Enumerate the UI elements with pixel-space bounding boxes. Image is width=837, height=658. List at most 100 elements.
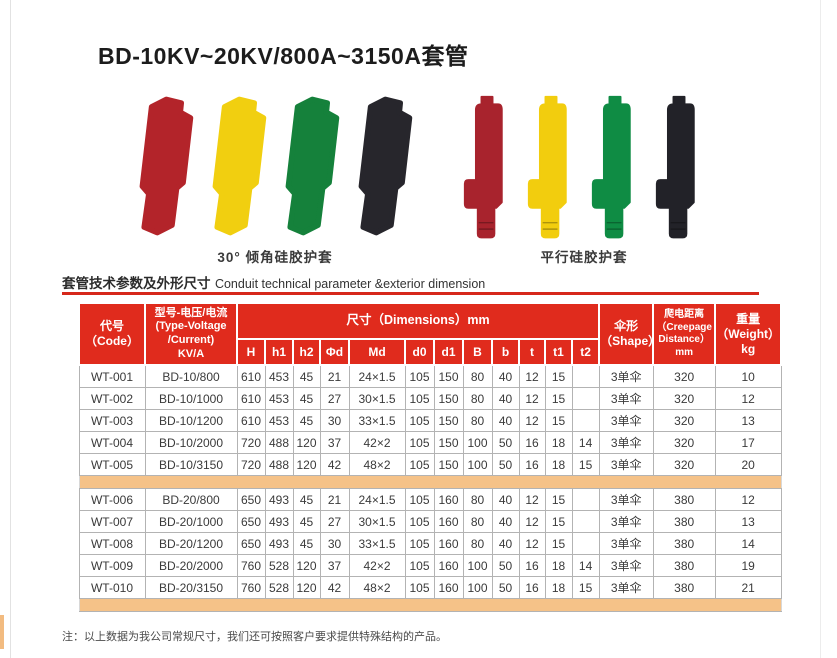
table-cell: 3单伞	[598, 409, 654, 432]
table-cell: 320	[652, 364, 716, 388]
table-cell: 12	[518, 532, 546, 555]
table-cell: 33×1.5	[348, 409, 406, 432]
table-cell: 160	[433, 510, 464, 533]
table-cell: 48×2	[348, 576, 406, 599]
header-dim-h2: h2	[292, 338, 321, 366]
table-cell: 12	[714, 488, 782, 511]
table-cell: 100	[462, 431, 493, 454]
table-cell: 80	[462, 387, 493, 410]
header-dim-h1: h1	[264, 338, 294, 366]
table-cell: 160	[433, 554, 464, 577]
table-cell	[571, 364, 600, 388]
table-cell: 42×2	[348, 431, 406, 454]
table-cell: WT-007	[78, 510, 146, 533]
header-weight: 重量 （Weight） kg	[714, 302, 783, 366]
table-cell: 21	[714, 576, 782, 599]
header-dim-H: H	[236, 338, 266, 366]
table-cell: BD-10/1200	[144, 409, 238, 432]
table-cell: 380	[652, 510, 716, 533]
header-dim-t: t	[518, 338, 546, 366]
table-cell: WT-004	[78, 431, 146, 454]
product-group-angled	[133, 92, 417, 244]
table-cell: 720	[236, 431, 266, 454]
section-title-en: Conduit technical parameter &exterior di…	[214, 277, 486, 291]
table-cell: 24×1.5	[348, 488, 406, 511]
table-cell: BD-20/2000	[144, 554, 238, 577]
product-image-black-angled	[352, 92, 417, 240]
orange-edge-strip	[0, 615, 4, 649]
table-cell: WT-006	[78, 488, 146, 511]
table-row: WT-001 BD-10/800 610 453 45 21 24×1.5 105 150 80 4…	[78, 364, 782, 388]
table-cell: 120	[292, 453, 321, 476]
table-row: WT-006 BD-20/800 650 493 45 21 24×1.5 105 160 80 4…	[78, 488, 782, 511]
product-image-red-angled	[133, 92, 198, 240]
table-cell: WT-001	[78, 364, 146, 388]
table-cell: 18	[544, 554, 573, 577]
table-cell: 160	[433, 532, 464, 555]
table-cell: 80	[462, 364, 493, 388]
section-underline	[62, 292, 759, 295]
table-cell: 100	[462, 576, 493, 599]
table-cell: 3单伞	[598, 387, 654, 410]
product-image-yellow-angled	[206, 92, 271, 240]
table-cell: 16	[518, 453, 546, 476]
table-cell: 12	[714, 387, 782, 410]
table-cell: 453	[264, 387, 294, 410]
table-cell: 14	[714, 532, 782, 555]
table-cell: 40	[491, 510, 520, 533]
page-title: BD-10KV~20KV/800A~3150A套管	[98, 43, 469, 70]
product-image-black-parallel	[650, 95, 708, 243]
table-cell: WT-002	[78, 387, 146, 410]
table-cell: WT-005	[78, 453, 146, 476]
table-cell: 120	[292, 431, 321, 454]
header-dim-B: B	[462, 338, 493, 366]
table-cell: 100	[462, 554, 493, 577]
table-cell: 3单伞	[598, 488, 654, 511]
table-cell: 42	[319, 453, 350, 476]
table-cell: 45	[292, 510, 321, 533]
table-cell: 3单伞	[598, 364, 654, 388]
table-cell: 3单伞	[598, 554, 654, 577]
table-row: WT-003 BD-10/1200 610 453 45 30 33×1.5 105 150 80…	[78, 409, 782, 432]
table-cell: 100	[462, 453, 493, 476]
table-cell: 30×1.5	[348, 510, 406, 533]
table-cell: BD-10/2000	[144, 431, 238, 454]
table-cell: 18	[544, 453, 573, 476]
table-cell: 37	[319, 431, 350, 454]
table-cell: 105	[404, 532, 435, 555]
table-cell: 48×2	[348, 453, 406, 476]
table-cell: 80	[462, 409, 493, 432]
table-cell: 150	[433, 387, 464, 410]
table-cell: 650	[236, 488, 266, 511]
table-cell: 21	[319, 488, 350, 511]
table-cell: 15	[544, 364, 573, 388]
header-type: 型号-电压/电流 (Type-Voltage /Current) KV/A	[144, 302, 238, 366]
section-header: 套管技术参数及外形尺寸 Conduit technical parameter …	[62, 272, 485, 293]
table-cell: BD-10/800	[144, 364, 238, 388]
table-cell: 40	[491, 387, 520, 410]
separator-row	[78, 475, 782, 489]
table-cell: 105	[404, 453, 435, 476]
caption-parallel-covers: 平行硅胶护套	[540, 250, 628, 265]
table-cell: 18	[544, 431, 573, 454]
table-cell: 20	[714, 453, 782, 476]
table-cell: 50	[491, 431, 520, 454]
table-cell: 17	[714, 431, 782, 454]
footer-note: 注：以上数据为我公司常规尺寸，我们还可按照客户要求提供特殊结构的产品。	[62, 631, 447, 643]
table-cell: 16	[518, 576, 546, 599]
product-image-red-parallel	[458, 95, 516, 243]
table-cell: 30	[319, 409, 350, 432]
table-cell: 80	[462, 488, 493, 511]
table-cell: 150	[433, 431, 464, 454]
table-cell: 50	[491, 453, 520, 476]
table-cell: 160	[433, 488, 464, 511]
table-cell: WT-003	[78, 409, 146, 432]
table-cell: 27	[319, 387, 350, 410]
table-row: WT-002 BD-10/1000 610 453 45 27 30×1.5 105 150 80…	[78, 387, 782, 410]
table-cell: BD-20/3150	[144, 576, 238, 599]
table-cell: 528	[264, 576, 294, 599]
table-cell: 650	[236, 510, 266, 533]
page-edge-right	[820, 0, 821, 658]
table-cell: 15	[571, 576, 600, 599]
table-cell: 19	[714, 554, 782, 577]
